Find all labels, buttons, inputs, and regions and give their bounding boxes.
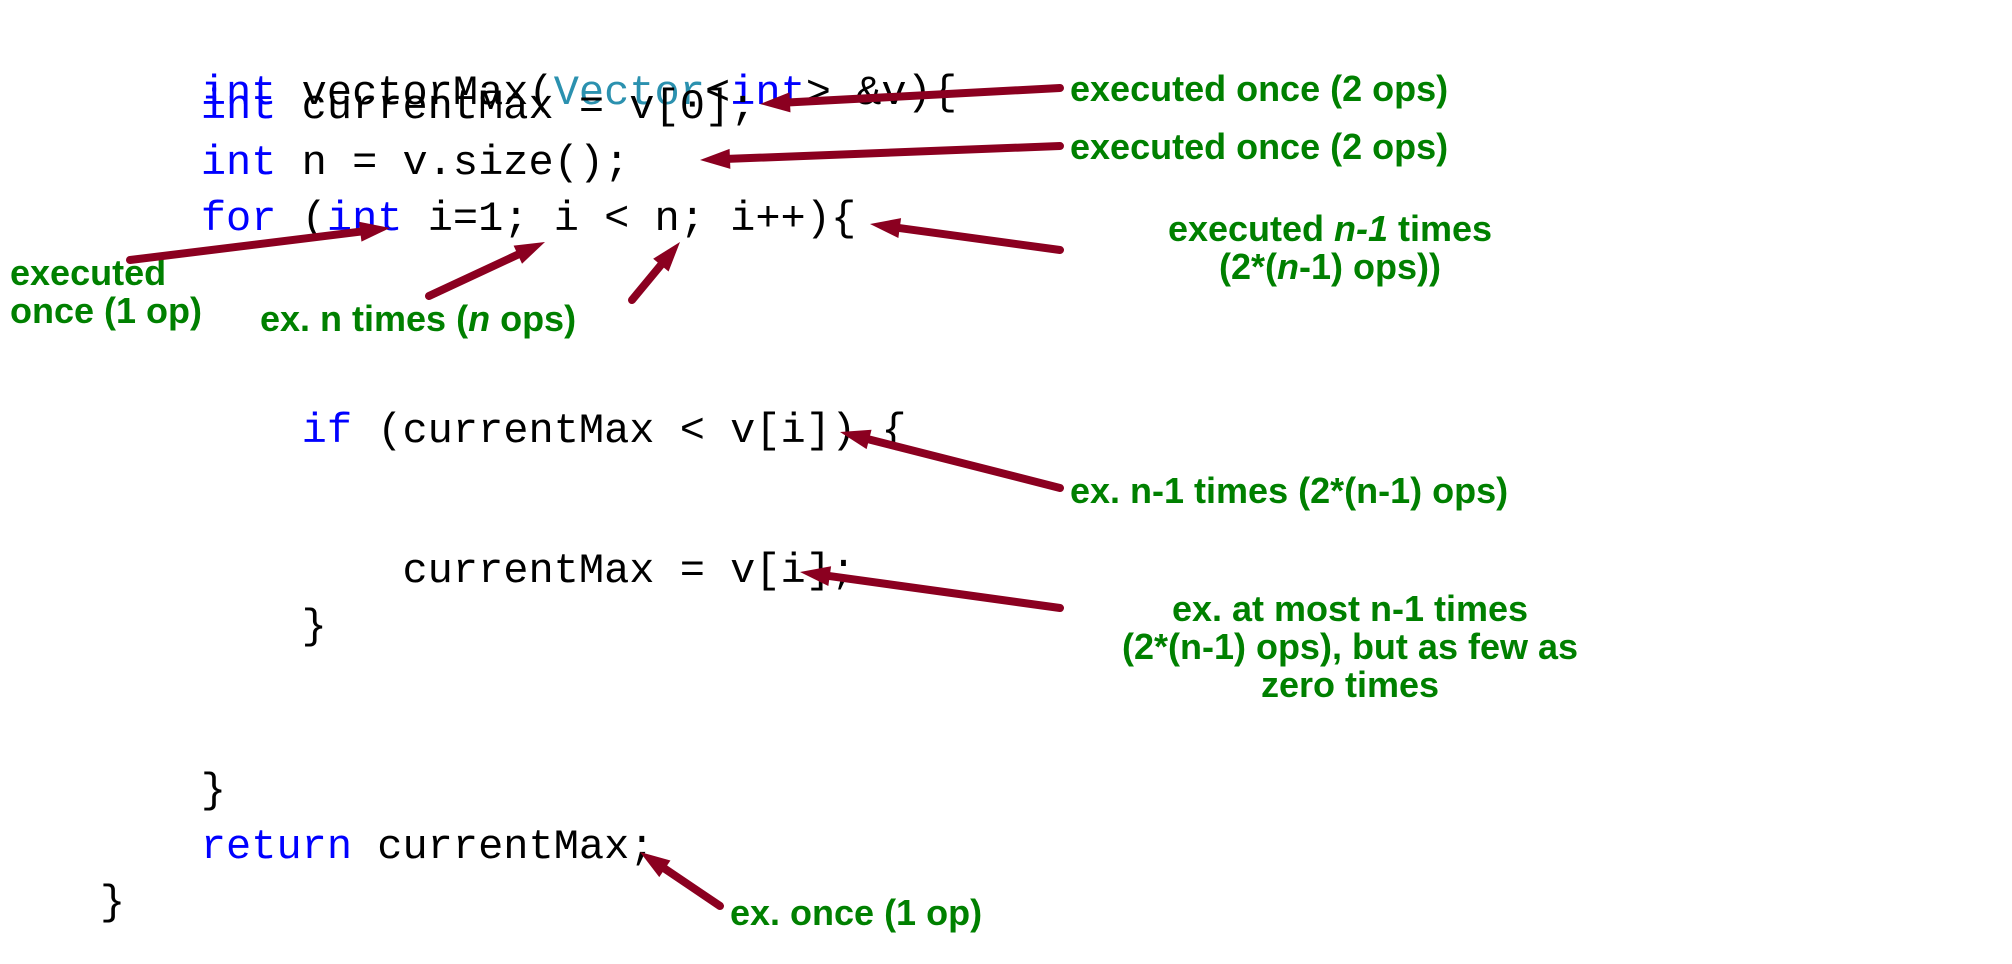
tok-currentmax-decl: currentMax = v[0]; <box>276 83 755 131</box>
kw-if: if <box>302 407 352 455</box>
ann7-l2: (2*(n-1) ops), but as few as <box>1122 626 1578 667</box>
tok-gt: > <box>806 69 831 117</box>
kw-for: for <box>201 195 277 243</box>
code-line-7: } <box>100 606 327 648</box>
ann5-p1: executed <box>1168 208 1334 249</box>
ann4-it: n <box>468 298 490 339</box>
tok-assign: currentMax = v[i]; <box>402 547 856 595</box>
tok-return-tail: currentMax; <box>352 823 654 871</box>
ann5-p2: times <box>1388 208 1492 249</box>
ann-return-once: ex. once (1 op) <box>730 894 982 932</box>
kw-int-4: int <box>201 139 277 187</box>
ann5-it1: n-1 <box>1334 208 1388 249</box>
ann3-l2: once (1 op) <box>10 290 202 331</box>
ann-if-n-1: ex. n-1 times (2*(n-1) ops) <box>1070 472 1508 510</box>
ann7-l1: ex. at most n-1 times <box>1172 588 1528 629</box>
kw-return: return <box>201 823 352 871</box>
ann-n-times: ex. n times (n ops) <box>260 300 576 338</box>
diagram-stage: int vectorMax(Vector<int> &v){ int curre… <box>0 0 2012 964</box>
ann-exec-once-1op: executed once (1 op) <box>10 254 202 330</box>
ann7-l3: zero times <box>1261 664 1439 705</box>
code-line-9: return currentMax; <box>100 826 655 868</box>
code-line-10: } <box>100 882 125 924</box>
ann-exec-once-2ops-1: executed once (2 ops) <box>1070 70 1448 108</box>
code-line-8: } <box>100 770 226 812</box>
code-line-4: for (int i=1; i < n; i++){ <box>100 198 856 240</box>
ann4-p1: ex. n times ( <box>260 298 468 339</box>
ann-exec-once-2ops-2: executed once (2 ops) <box>1070 128 1448 166</box>
code-line-2: int currentMax = v[0]; <box>100 86 755 128</box>
tok-brace-close-2: } <box>201 767 226 815</box>
tok-if-cond: (currentMax < v[i]) { <box>352 407 907 455</box>
ann5-p3b: -1) ops)) <box>1299 246 1441 287</box>
tok-sig-tail: &v){ <box>831 69 957 117</box>
ann4-p2: ops) <box>490 298 576 339</box>
tok-brace-close-3: } <box>100 879 125 927</box>
tok-n-decl: n = v.size(); <box>276 139 629 187</box>
kw-int-3: int <box>201 83 277 131</box>
kw-int-5: int <box>327 195 403 243</box>
code-line-3: int n = v.size(); <box>100 142 629 184</box>
ann-at-most-n-1: ex. at most n-1 times (2*(n-1) ops), but… <box>1070 590 1630 703</box>
tok-for-open: ( <box>276 195 326 243</box>
ann-n-1-times: executed n-1 times (2*(n-1) ops)) <box>1070 210 1590 286</box>
tok-for-tail: i=1; i < n; i++){ <box>403 195 857 243</box>
code-line-5: if (currentMax < v[i]) { <box>100 410 907 452</box>
tok-brace-close-1: } <box>302 603 327 651</box>
ann3-l1: executed <box>10 252 166 293</box>
ann5-p3a: (2*( <box>1219 246 1277 287</box>
code-line-6: currentMax = v[i]; <box>100 550 856 592</box>
ann5-it2: n <box>1277 246 1299 287</box>
